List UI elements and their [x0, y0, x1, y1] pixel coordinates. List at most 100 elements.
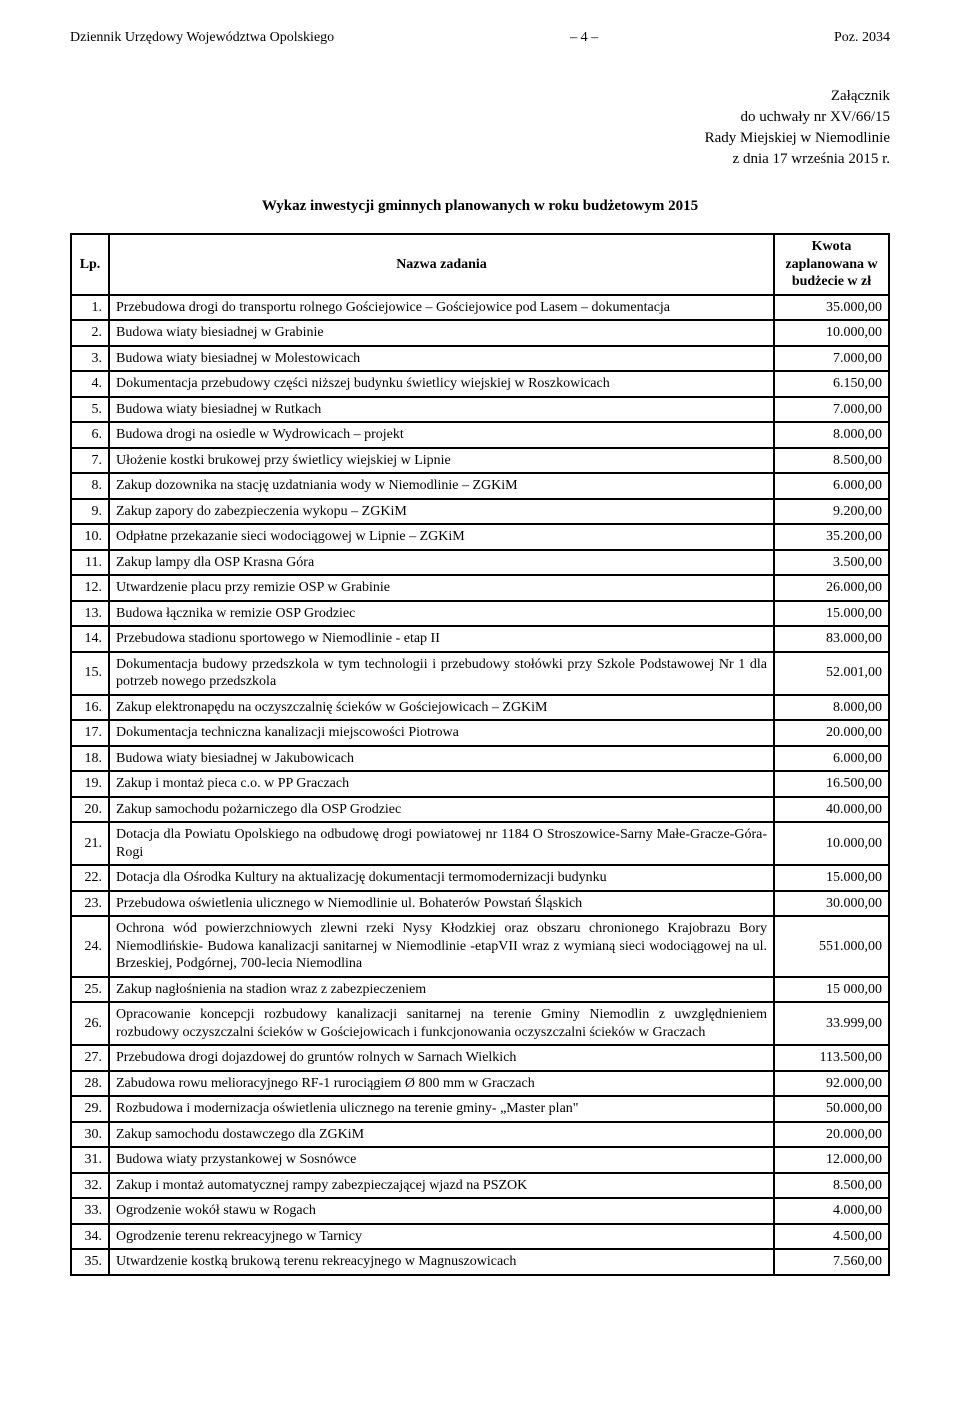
row-amount: 50.000,00 [774, 1096, 889, 1122]
row-number: 33. [71, 1198, 109, 1224]
row-name: Ochrona wód powierzchniowych zlewni rzek… [109, 916, 774, 977]
row-amount: 3.500,00 [774, 550, 889, 576]
row-name: Budowa wiaty biesiadnej w Grabinie [109, 320, 774, 346]
table-row: 11.Zakup lampy dla OSP Krasna Góra3.500,… [71, 550, 889, 576]
row-number: 25. [71, 977, 109, 1003]
table-row: 3.Budowa wiaty biesiadnej w Molestowicac… [71, 346, 889, 372]
row-amount: 10.000,00 [774, 320, 889, 346]
row-name: Ogrodzenie wokół stawu w Rogach [109, 1198, 774, 1224]
row-number: 9. [71, 499, 109, 525]
table-row: 14.Przebudowa stadionu sportowego w Niem… [71, 626, 889, 652]
row-amount: 92.000,00 [774, 1071, 889, 1097]
row-amount: 15.000,00 [774, 601, 889, 627]
col-lp: Lp. [71, 234, 109, 295]
row-name: Zakup i montaż pieca c.o. w PP Graczach [109, 771, 774, 797]
table-row: 8.Zakup dozownika na stację uzdatniania … [71, 473, 889, 499]
table-row: 27.Przebudowa drogi dojazdowej do gruntó… [71, 1045, 889, 1071]
row-name: Przebudowa drogi dojazdowej do gruntów r… [109, 1045, 774, 1071]
header-left: Dziennik Urzędowy Województwa Opolskiego [70, 30, 334, 46]
row-name: Budowa łącznika w remizie OSP Grodziec [109, 601, 774, 627]
table-row: 13.Budowa łącznika w remizie OSP Grodzie… [71, 601, 889, 627]
table-row: 16.Zakup elektronapędu na oczyszczalnię … [71, 695, 889, 721]
table-row: 22.Dotacja dla Ośrodka Kultury na aktual… [71, 865, 889, 891]
row-amount: 83.000,00 [774, 626, 889, 652]
row-name: Rozbudowa i modernizacja oświetlenia uli… [109, 1096, 774, 1122]
row-number: 12. [71, 575, 109, 601]
row-amount: 10.000,00 [774, 822, 889, 865]
table-row: 10.Odpłatne przekazanie sieci wodociągow… [71, 524, 889, 550]
row-amount: 551.000,00 [774, 916, 889, 977]
row-name: Przebudowa drogi do transportu rolnego G… [109, 295, 774, 321]
row-number: 31. [71, 1147, 109, 1173]
table-row: 1.Przebudowa drogi do transportu rolnego… [71, 295, 889, 321]
table-row: 15.Dokumentacja budowy przedszkola w tym… [71, 652, 889, 695]
table-row: 31.Budowa wiaty przystankowej w Sosnówce… [71, 1147, 889, 1173]
row-amount: 7.000,00 [774, 397, 889, 423]
table-row: 17.Dokumentacja techniczna kanalizacji m… [71, 720, 889, 746]
row-amount: 113.500,00 [774, 1045, 889, 1071]
row-number: 14. [71, 626, 109, 652]
table-row: 33.Ogrodzenie wokół stawu w Rogach4.000,… [71, 1198, 889, 1224]
row-name: Opracowanie koncepcji rozbudowy kanaliza… [109, 1002, 774, 1045]
row-number: 29. [71, 1096, 109, 1122]
page-header: Dziennik Urzędowy Województwa Opolskiego… [70, 30, 890, 46]
row-name: Ogrodzenie terenu rekreacyjnego w Tarnic… [109, 1224, 774, 1250]
row-name: Zakup samochodu pożarniczego dla OSP Gro… [109, 797, 774, 823]
row-name: Ułożenie kostki brukowej przy świetlicy … [109, 448, 774, 474]
row-name: Dokumentacja techniczna kanalizacji miej… [109, 720, 774, 746]
row-amount: 4.500,00 [774, 1224, 889, 1250]
row-name: Utwardzenie placu przy remizie OSP w Gra… [109, 575, 774, 601]
table-row: 24.Ochrona wód powierzchniowych zlewni r… [71, 916, 889, 977]
table-row: 6.Budowa drogi na osiedle w Wydrowicach … [71, 422, 889, 448]
row-amount: 9.200,00 [774, 499, 889, 525]
row-name: Dotacja dla Ośrodka Kultury na aktualiza… [109, 865, 774, 891]
row-name: Dotacja dla Powiatu Opolskiego na odbudo… [109, 822, 774, 865]
row-number: 2. [71, 320, 109, 346]
row-number: 35. [71, 1249, 109, 1275]
table-row: 18.Budowa wiaty biesiadnej w Jakubowicac… [71, 746, 889, 772]
attachment-line3: Rady Miejskiej w Niemodlinie [70, 128, 890, 149]
row-number: 8. [71, 473, 109, 499]
attachment-line2: do uchwały nr XV/66/15 [70, 107, 890, 128]
row-number: 20. [71, 797, 109, 823]
row-number: 16. [71, 695, 109, 721]
row-amount: 40.000,00 [774, 797, 889, 823]
row-amount: 6.000,00 [774, 746, 889, 772]
row-name: Utwardzenie kostką brukową terenu rekrea… [109, 1249, 774, 1275]
investments-table: Lp. Nazwa zadania Kwota zaplanowana w bu… [70, 233, 890, 1276]
row-number: 3. [71, 346, 109, 372]
table-header-row: Lp. Nazwa zadania Kwota zaplanowana w bu… [71, 234, 889, 295]
col-name: Nazwa zadania [109, 234, 774, 295]
row-amount: 26.000,00 [774, 575, 889, 601]
row-amount: 6.150,00 [774, 371, 889, 397]
row-amount: 35.000,00 [774, 295, 889, 321]
row-name: Budowa drogi na osiedle w Wydrowicach – … [109, 422, 774, 448]
table-row: 23.Przebudowa oświetlenia ulicznego w Ni… [71, 891, 889, 917]
table-row: 25.Zakup nagłośnienia na stadion wraz z … [71, 977, 889, 1003]
row-number: 1. [71, 295, 109, 321]
row-number: 13. [71, 601, 109, 627]
row-name: Dokumentacja przebudowy części niższej b… [109, 371, 774, 397]
row-amount: 35.200,00 [774, 524, 889, 550]
row-name: Zakup elektronapędu na oczyszczalnię ści… [109, 695, 774, 721]
table-row: 32.Zakup i montaż automatycznej rampy za… [71, 1173, 889, 1199]
row-name: Budowa wiaty przystankowej w Sosnówce [109, 1147, 774, 1173]
row-number: 34. [71, 1224, 109, 1250]
table-row: 29.Rozbudowa i modernizacja oświetlenia … [71, 1096, 889, 1122]
row-number: 18. [71, 746, 109, 772]
table-row: 9.Zakup zapory do zabezpieczenia wykopu … [71, 499, 889, 525]
row-amount: 7.560,00 [774, 1249, 889, 1275]
table-row: 35.Utwardzenie kostką brukową terenu rek… [71, 1249, 889, 1275]
row-number: 11. [71, 550, 109, 576]
row-amount: 7.000,00 [774, 346, 889, 372]
row-amount: 15.000,00 [774, 865, 889, 891]
header-right: Poz. 2034 [834, 30, 890, 46]
row-name: Zakup lampy dla OSP Krasna Góra [109, 550, 774, 576]
table-row: 19.Zakup i montaż pieca c.o. w PP Gracza… [71, 771, 889, 797]
table-row: 4.Dokumentacja przebudowy części niższej… [71, 371, 889, 397]
table-row: 21.Dotacja dla Powiatu Opolskiego na odb… [71, 822, 889, 865]
row-amount: 20.000,00 [774, 1122, 889, 1148]
row-number: 7. [71, 448, 109, 474]
table-row: 30.Zakup samochodu dostawczego dla ZGKiM… [71, 1122, 889, 1148]
row-number: 28. [71, 1071, 109, 1097]
